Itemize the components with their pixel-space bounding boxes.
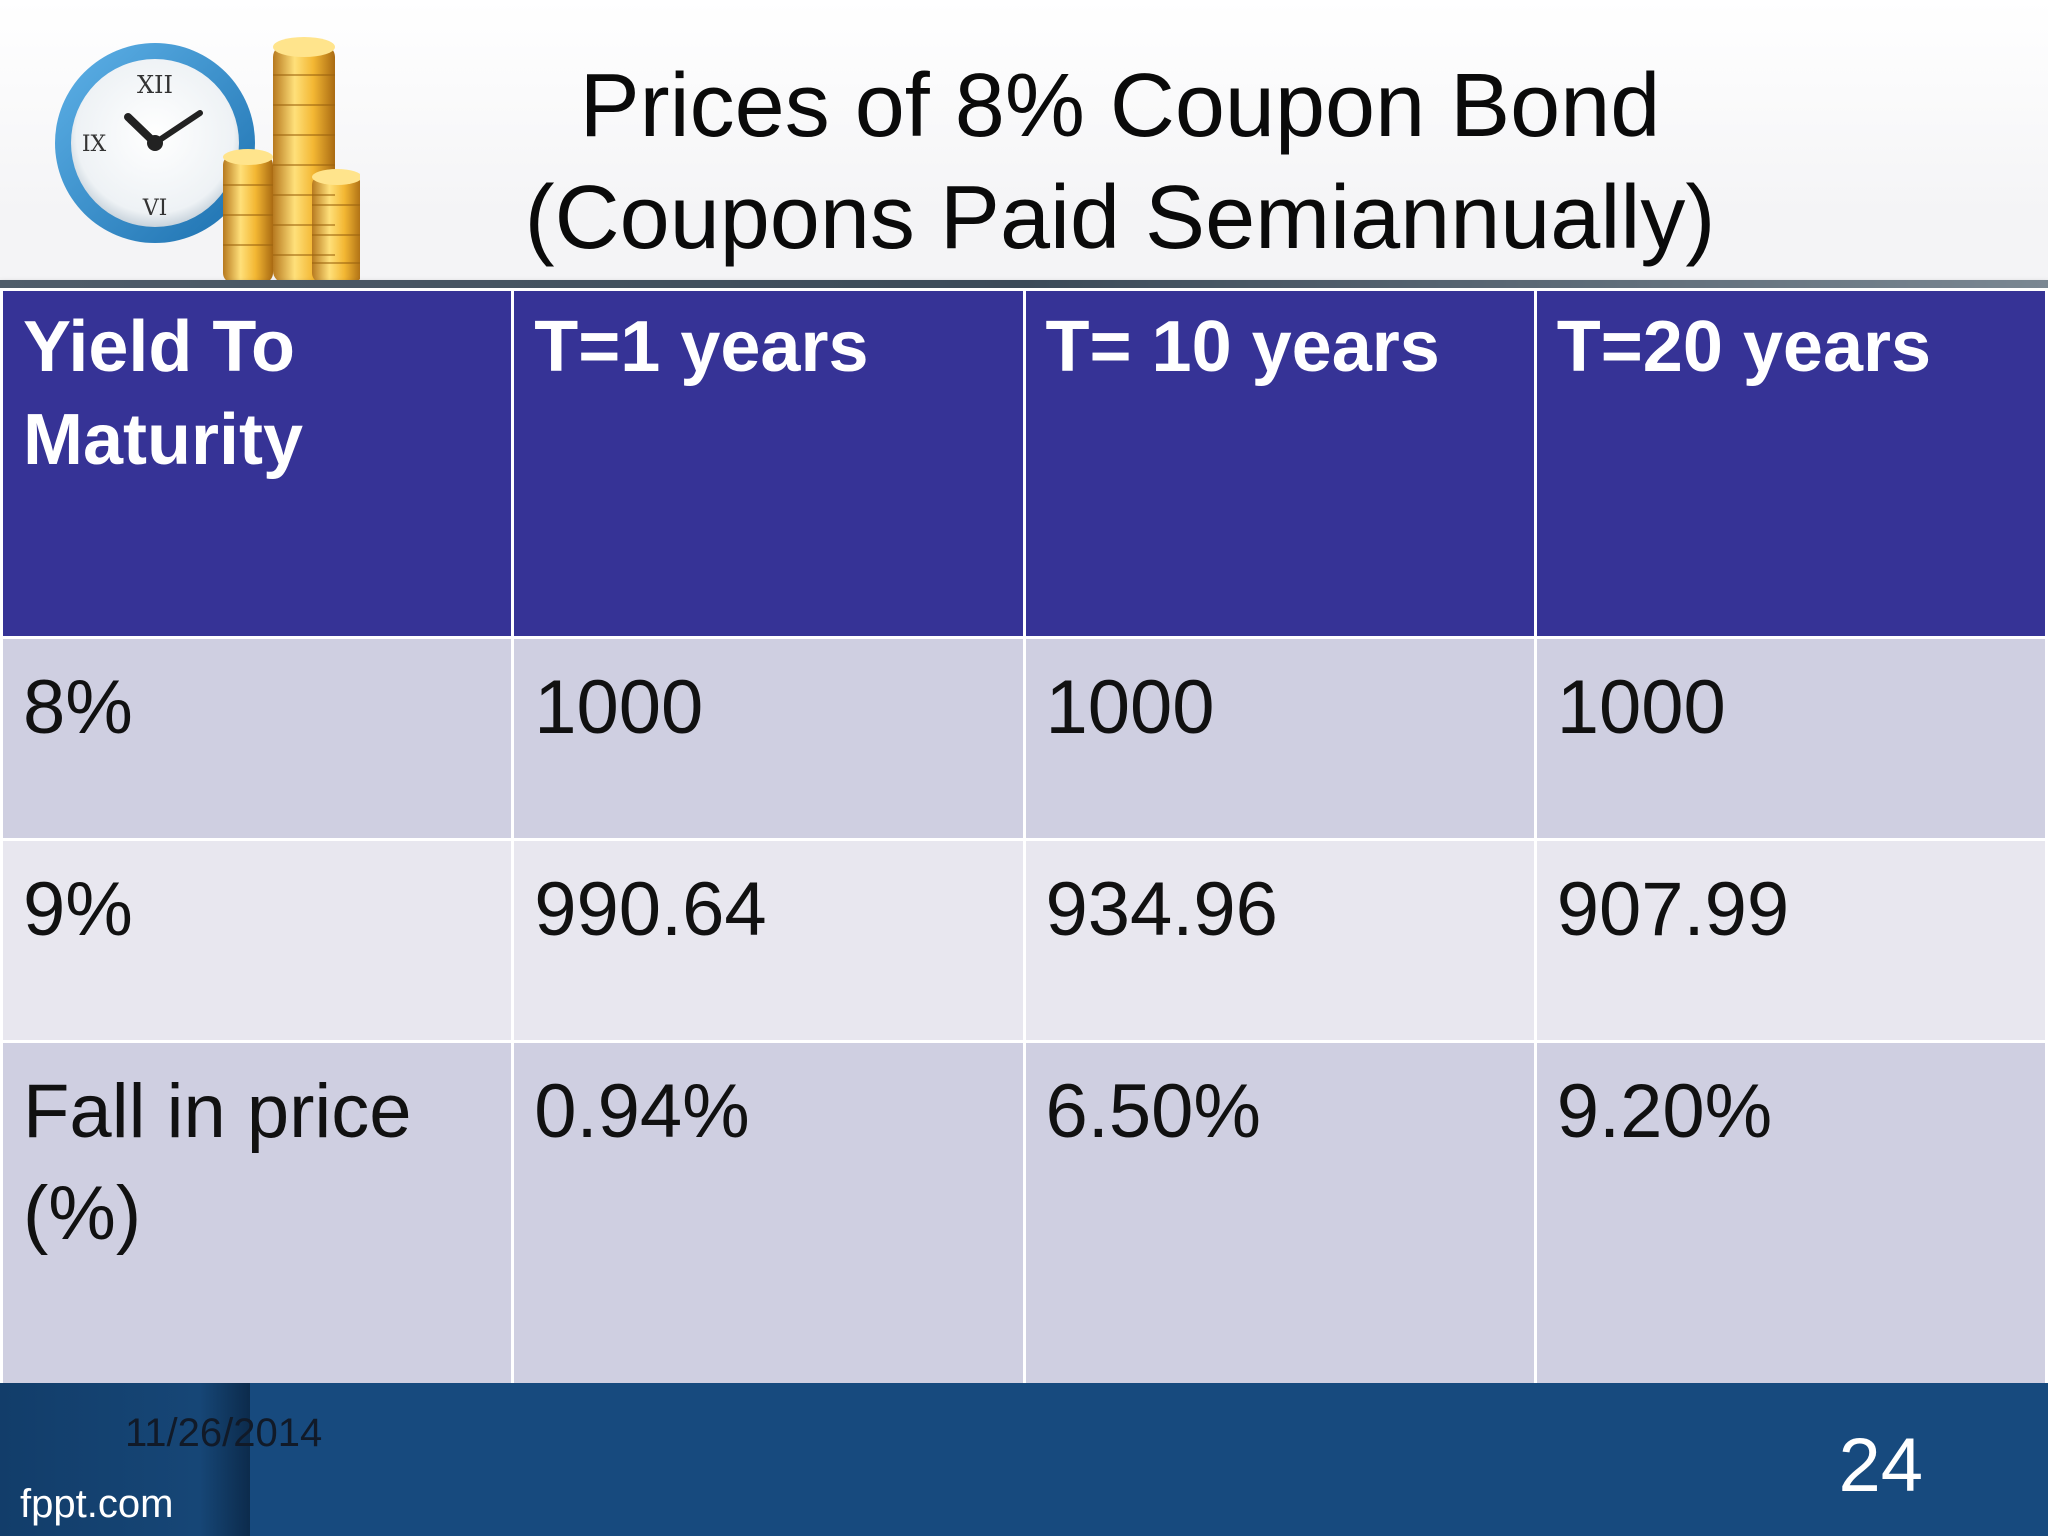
table-cell: 0.94% — [511, 1040, 1026, 1386]
table-cell: 1000 — [1022, 636, 1537, 841]
footer-brand: fppt.com — [20, 1482, 174, 1526]
gold-coins-icon — [223, 37, 360, 283]
svg-text:IX: IX — [82, 132, 107, 157]
table-header-row: Yield To Maturity T=1 years T= 10 years … — [0, 288, 2048, 639]
clock-and-coins-logo: XII IX VI — [55, 37, 360, 283]
footer-accent — [0, 1383, 250, 1536]
slide-title-line-2: (Coupons Paid Semiannually) — [524, 168, 1716, 268]
table-cell: Fall in price (%) — [0, 1040, 515, 1386]
table-row: 9% 990.64 934.96 907.99 — [0, 838, 2048, 1043]
column-header-t10: T= 10 years — [1022, 288, 1537, 639]
column-header-t1: T=1 years — [511, 288, 1026, 639]
slide-number: 24 — [1838, 1423, 1923, 1508]
table-cell: 8% — [0, 636, 515, 841]
table-cell: 907.99 — [1533, 838, 2048, 1043]
table-cell: 1000 — [1533, 636, 2048, 841]
svg-text:XII: XII — [137, 71, 173, 99]
column-header-t20: T=20 years — [1533, 288, 2048, 639]
slide-title-line-1: Prices of 8% Coupon Bond — [579, 56, 1661, 156]
slide-title: Prices of 8% Coupon Bond (Coupons Paid S… — [400, 50, 1840, 274]
table-row: 8% 1000 1000 1000 — [0, 636, 2048, 841]
clock-icon: XII IX VI — [55, 43, 255, 243]
column-header-yield: Yield To Maturity — [0, 288, 515, 639]
svg-text:VI: VI — [142, 196, 168, 221]
table-cell: 990.64 — [511, 838, 1026, 1043]
table-row: Fall in price (%) 0.94% 6.50% 9.20% — [0, 1040, 2048, 1386]
footer-bar: 11/26/2014 fppt.com 24 — [0, 1383, 2048, 1536]
table-cell: 9% — [0, 838, 515, 1043]
table-cell: 1000 — [511, 636, 1026, 841]
bond-price-table: Yield To Maturity T=1 years T= 10 years … — [0, 288, 2048, 1386]
table-cell: 934.96 — [1022, 838, 1537, 1043]
footer-date: 11/26/2014 — [125, 1411, 323, 1455]
table-cell: 9.20% — [1533, 1040, 2048, 1386]
table-cell: 6.50% — [1022, 1040, 1537, 1386]
